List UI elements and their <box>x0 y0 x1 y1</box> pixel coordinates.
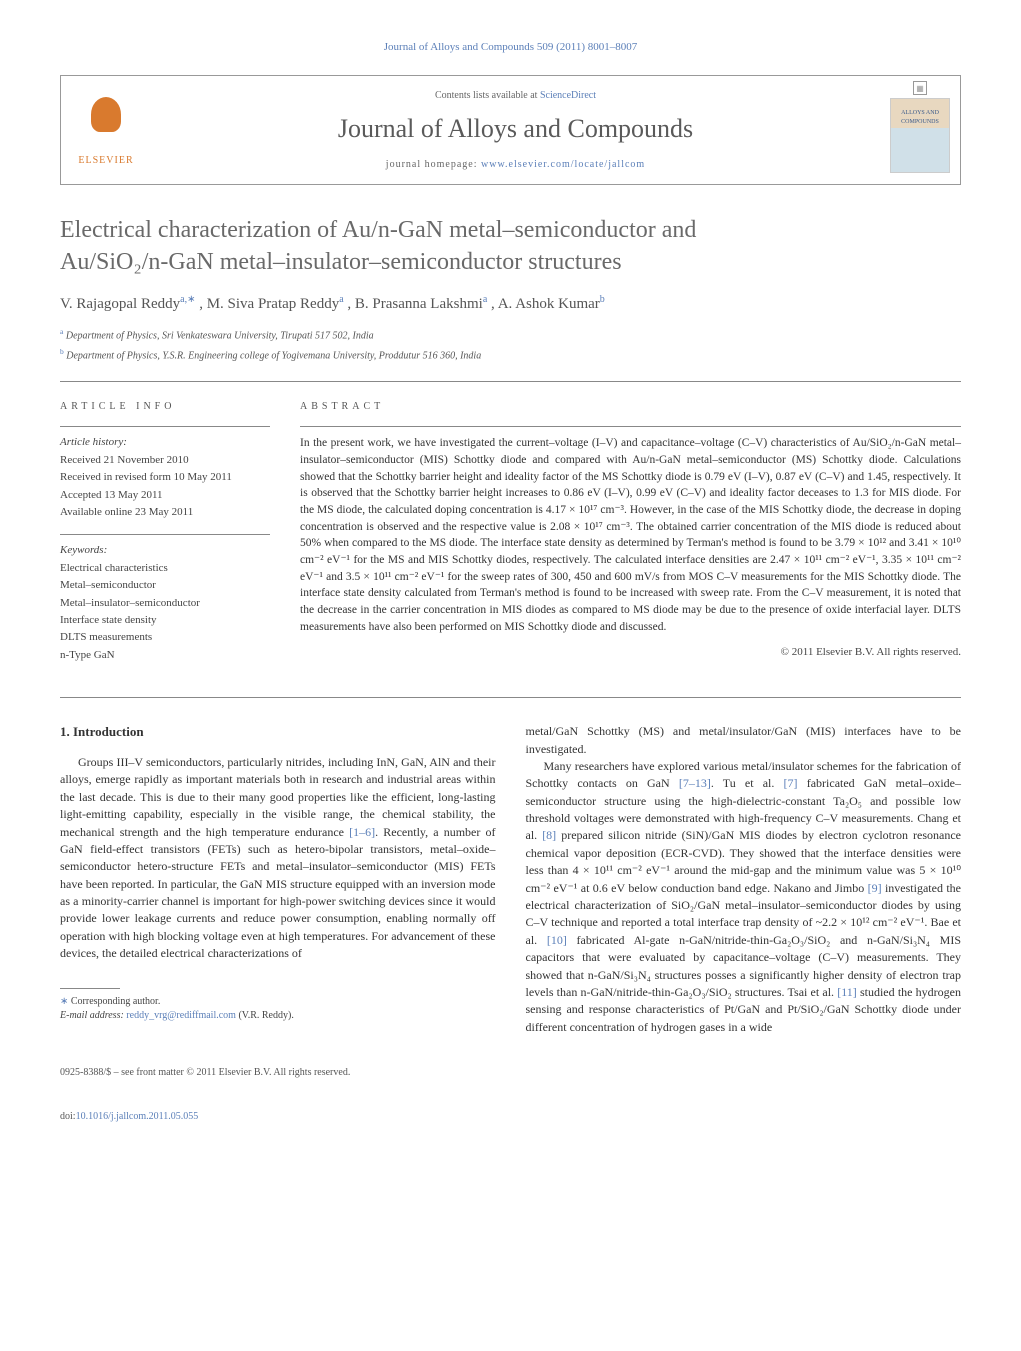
header-center: Contents lists available at ScienceDirec… <box>151 76 880 184</box>
author-4: , A. Ashok Kumar <box>491 296 600 312</box>
footer-issn-line: 0925-8388/$ – see front matter © 2011 El… <box>60 1066 961 1080</box>
email-label: E-mail address: <box>60 1010 126 1021</box>
affiliation-b: b Department of Physics, Y.S.R. Engineer… <box>60 347 961 363</box>
journal-cover-thumbnail: ALLOYS AND COMPOUNDS <box>890 98 950 173</box>
contents-available-text: Contents lists available at ScienceDirec… <box>435 89 596 103</box>
history-online: Available online 23 May 2011 <box>60 505 270 520</box>
elsevier-logo: ELSEVIER <box>61 76 151 184</box>
homepage-prefix: journal homepage: <box>386 159 481 170</box>
elsevier-tree-icon <box>76 92 136 152</box>
ref-link-10[interactable]: [10] <box>547 933 567 947</box>
doi-link[interactable]: 10.1016/j.jallcom.2011.05.055 <box>76 1111 199 1122</box>
ref-link-7[interactable]: [7] <box>784 776 798 790</box>
info-divider-1 <box>60 426 270 427</box>
email-footnote: E-mail address: reddy_vrg@rediffmail.com… <box>60 1009 496 1024</box>
ref-link-9[interactable]: [9] <box>868 881 882 895</box>
journal-title: Journal of Alloys and Compounds <box>338 111 693 147</box>
footnote-separator <box>60 988 120 989</box>
keyword-3: Metal–insulator–semiconductor <box>60 596 270 611</box>
journal-cover-column: ▦ ALLOYS AND COMPOUNDS <box>880 76 960 184</box>
authors-line: V. Rajagopal Reddya,∗ , M. Siva Pratap R… <box>60 293 961 315</box>
intro-p1-text-b: . Recently, a number of GaN field-effect… <box>60 825 496 961</box>
ref-link-1-6[interactable]: [1–6] <box>349 825 375 839</box>
keywords-label: Keywords: <box>60 543 270 558</box>
history-accepted: Accepted 13 May 2011 <box>60 488 270 503</box>
author-1: V. Rajagopal Reddy <box>60 296 180 312</box>
author-1-affil: a,∗ <box>180 294 195 305</box>
email-suffix: (V.R. Reddy). <box>236 1010 294 1021</box>
affiliation-a: a Department of Physics, Sri Venkateswar… <box>60 327 961 343</box>
doi-label: doi: <box>60 1111 76 1122</box>
title-line-1: Electrical characterization of Au/n-GaN … <box>60 217 696 243</box>
divider-bottom <box>60 697 961 698</box>
abstract-column: ABSTRACT In the present work, we have in… <box>300 400 961 677</box>
keyword-6: n-Type GaN <box>60 648 270 663</box>
title-line-2: Au/SiO₂/n-GaN metal–insulator–semiconduc… <box>60 249 622 275</box>
elsevier-label: ELSEVIER <box>78 154 133 168</box>
author-2-affil: a <box>339 294 343 305</box>
keywords-block: Keywords: Electrical characteristics Met… <box>60 543 270 663</box>
abstract-text: In the present work, we have investigate… <box>300 435 961 635</box>
author-4-affil: b <box>600 294 605 305</box>
abstract-copyright: © 2011 Elsevier B.V. All rights reserved… <box>300 645 961 660</box>
author-3-affil: a <box>483 294 487 305</box>
history-revised: Received in revised form 10 May 2011 <box>60 470 270 485</box>
journal-header-box: ELSEVIER Contents lists available at Sci… <box>60 75 961 185</box>
article-info-heading: ARTICLE INFO <box>60 400 270 414</box>
author-2: , M. Siva Pratap Reddy <box>199 296 339 312</box>
divider-top <box>60 381 961 382</box>
body-column-right: metal/GaN Schottky (MS) and metal/insula… <box>526 723 962 1036</box>
keyword-4: Interface state density <box>60 613 270 628</box>
keyword-2: Metal–semiconductor <box>60 578 270 593</box>
history-label: Article history: <box>60 435 270 450</box>
intro-paragraph-1: Groups III–V semiconductors, particularl… <box>60 754 496 963</box>
col2-paragraph-2: Many researchers have explored various m… <box>526 758 962 1036</box>
corr-text: Corresponding author. <box>68 996 160 1007</box>
homepage-text: journal homepage: www.elsevier.com/locat… <box>386 158 645 172</box>
homepage-link[interactable]: www.elsevier.com/locate/jallcom <box>481 159 645 170</box>
col2-p2-b: . Tu et al. <box>711 776 784 790</box>
keyword-1: Electrical characteristics <box>60 561 270 576</box>
abstract-divider <box>300 426 961 427</box>
article-title: Electrical characterization of Au/n-GaN … <box>60 215 961 277</box>
info-divider-2 <box>60 534 270 535</box>
ref-link-7-13[interactable]: [7–13] <box>679 776 711 790</box>
ref-link-11[interactable]: [11] <box>837 985 857 999</box>
section-1-heading: 1. Introduction <box>60 723 496 742</box>
body-columns: 1. Introduction Groups III–V semiconduct… <box>60 723 961 1036</box>
email-link[interactable]: reddy_vrg@rediffmail.com <box>126 1010 236 1021</box>
article-info-column: ARTICLE INFO Article history: Received 2… <box>60 400 270 677</box>
affil-b-text: Department of Physics, Y.S.R. Engineerin… <box>64 350 481 361</box>
history-received: Received 21 November 2010 <box>60 453 270 468</box>
corresponding-author-footnote: ∗ Corresponding author. <box>60 995 496 1010</box>
article-history-block: Article history: Received 21 November 20… <box>60 435 270 520</box>
col2-continuation: metal/GaN Schottky (MS) and metal/insula… <box>526 723 962 758</box>
body-column-left: 1. Introduction Groups III–V semiconduct… <box>60 723 496 1036</box>
cover-badge-icon: ▦ <box>913 81 927 95</box>
journal-reference: Journal of Alloys and Compounds 509 (201… <box>60 40 961 55</box>
sciencedirect-link[interactable]: ScienceDirect <box>540 90 596 101</box>
footer-doi-line: doi:10.1016/j.jallcom.2011.05.055 <box>60 1110 961 1124</box>
abstract-heading: ABSTRACT <box>300 400 961 414</box>
affil-a-text: Department of Physics, Sri Venkateswara … <box>63 330 373 341</box>
ref-link-8[interactable]: [8] <box>542 828 556 842</box>
keyword-5: DLTS measurements <box>60 630 270 645</box>
info-abstract-row: ARTICLE INFO Article history: Received 2… <box>60 400 961 677</box>
author-3: , B. Prasanna Lakshmi <box>347 296 482 312</box>
contents-prefix: Contents lists available at <box>435 90 540 101</box>
